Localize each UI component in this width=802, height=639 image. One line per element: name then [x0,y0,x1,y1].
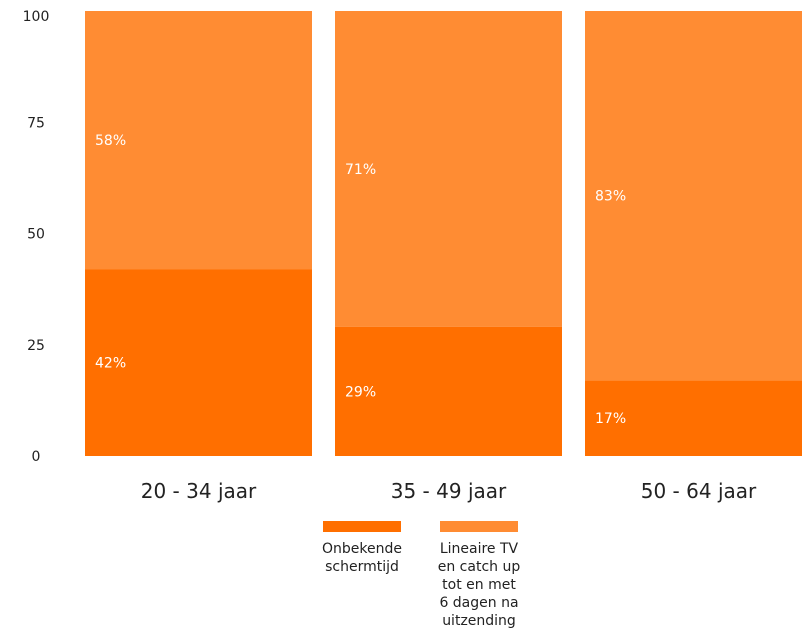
bar-20-34-jaar-series-1 [85,269,312,456]
y-tick-label-0: 0 [32,449,41,465]
bar-group [85,11,802,456]
category-label-50-64-jaar: 50 - 64 jaar [641,479,757,503]
y-tick-label-75: 75 [27,115,45,131]
y-tick-label-100: 100 [23,9,50,25]
stacked-bar-chart: 0 25 50 75 100 42% 58% 29% 71% 17% 83% 20 - 34 ja… [23,9,802,503]
bar-35-49-jaar-series-2 [335,11,562,327]
bar-35-49-jaar-series-1 [335,326,562,456]
data-label-35-49-jaar-series-2: 71% [345,162,376,178]
bar-20-34-jaar-series-2 [85,11,312,270]
data-label-50-64-jaar-series-2: 83% [595,189,626,205]
y-axis-ticks: 0 25 50 75 100 [23,9,50,465]
bar-50-64-jaar-series-2 [585,11,802,381]
bar-50-64-jaar-series-1 [585,380,802,456]
category-label-20-34-jaar: 20 - 34 jaar [141,479,257,503]
legend-swatch-onbekende-schermtijd [323,521,401,532]
y-tick-label-25: 25 [27,338,45,354]
data-labels: 42% 58% 29% 71% 17% 83% [95,133,626,427]
legend-item-onbekende-schermtijd: Onbekende schermtijd [307,521,417,576]
data-label-35-49-jaar-series-1: 29% [345,384,376,400]
legend-item-lineaire-tv: Lineaire TV en catch up tot en met 6 dag… [424,521,534,630]
legend-swatch-lineaire-tv [440,521,518,532]
data-label-20-34-jaar-series-1: 42% [95,356,126,372]
data-label-20-34-jaar-series-2: 58% [95,133,126,149]
legend-label-onbekende-schermtijd: Onbekende schermtijd [322,541,402,575]
category-label-35-49-jaar: 35 - 49 jaar [391,479,507,503]
data-label-50-64-jaar-series-1: 17% [595,411,626,427]
legend: Onbekende schermtijd Lineaire TV en catc… [0,521,802,639]
legend-label-lineaire-tv: Lineaire TV en catch up tot en met 6 dag… [437,541,521,629]
y-tick-label-50: 50 [27,227,45,243]
category-labels: 20 - 34 jaar 35 - 49 jaar 50 - 64 jaar [141,479,757,503]
